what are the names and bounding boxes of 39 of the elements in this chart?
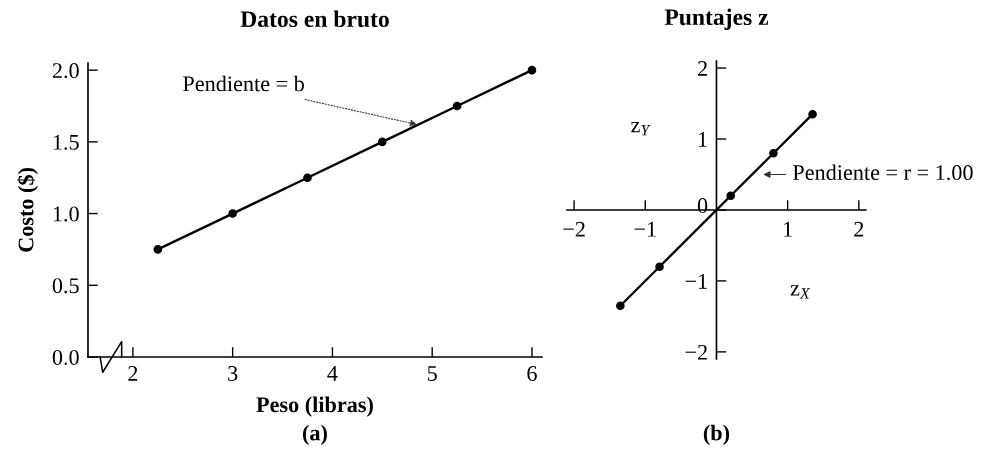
x-tick-label: 2 xyxy=(128,366,138,381)
point xyxy=(303,173,312,183)
text: (b) xyxy=(703,424,730,446)
annotation: Pendiente = r = 1.00 xyxy=(792,164,973,181)
y-tick-label: 2 xyxy=(698,61,707,76)
point xyxy=(378,137,387,147)
point xyxy=(726,191,736,201)
point xyxy=(228,209,237,218)
point xyxy=(616,301,625,311)
x-tick-label: 2 xyxy=(854,221,864,237)
x-axis-title: Peso (libras) xyxy=(256,396,373,417)
x-axis-title: z$_{X}$ xyxy=(790,285,811,299)
x-tick-label: 1 xyxy=(784,221,792,237)
x-tick-label: −1 xyxy=(634,221,656,237)
y-tick-label: −1 xyxy=(685,273,707,289)
y-tick-label: 0.0 xyxy=(52,349,79,366)
y-tick-label: 1 xyxy=(698,132,707,147)
y-tick-label: 1.5 xyxy=(53,134,79,150)
y-tick-label: 2.0 xyxy=(52,63,79,79)
y-tick-label: 1.0 xyxy=(53,206,79,222)
chart-title: Puntajes z xyxy=(664,8,769,30)
annotation: Pendiente = b xyxy=(183,75,304,92)
chart-title: Datos en bruto xyxy=(240,10,389,28)
y-axis-title: Costo ($) xyxy=(17,168,38,252)
point xyxy=(808,109,817,119)
point xyxy=(452,101,462,111)
point xyxy=(153,245,163,254)
x-tick-label: 5 xyxy=(427,366,437,381)
y-tick-label: 0.5 xyxy=(52,278,79,294)
point xyxy=(655,262,664,272)
x-tick-label: 4 xyxy=(327,366,338,381)
x-tick-label: 3 xyxy=(228,366,238,381)
point xyxy=(527,65,537,75)
x-tick-label: 6 xyxy=(527,366,537,381)
x-tick-label: −2 xyxy=(563,221,585,237)
y-axis-title: z$_{Y}$ xyxy=(631,122,651,136)
y-tick-label: −2 xyxy=(685,344,707,360)
point xyxy=(769,148,778,158)
text: (a) xyxy=(302,424,327,446)
